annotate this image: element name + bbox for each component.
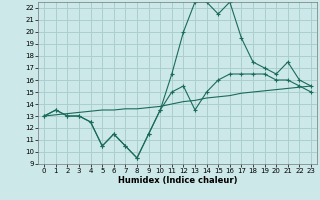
X-axis label: Humidex (Indice chaleur): Humidex (Indice chaleur) <box>118 176 237 185</box>
